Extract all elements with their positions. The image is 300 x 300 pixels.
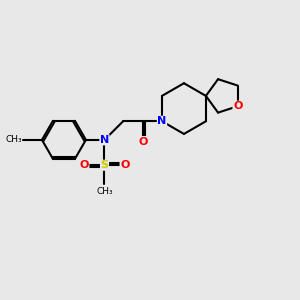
Text: S: S bbox=[100, 160, 109, 170]
Text: O: O bbox=[233, 101, 242, 111]
Text: N: N bbox=[158, 116, 166, 126]
Text: O: O bbox=[139, 136, 148, 146]
Text: CH₃: CH₃ bbox=[5, 135, 22, 144]
Text: CH₃: CH₃ bbox=[96, 187, 113, 196]
Text: O: O bbox=[120, 160, 130, 170]
Text: O: O bbox=[80, 160, 89, 170]
Text: N: N bbox=[100, 135, 109, 145]
